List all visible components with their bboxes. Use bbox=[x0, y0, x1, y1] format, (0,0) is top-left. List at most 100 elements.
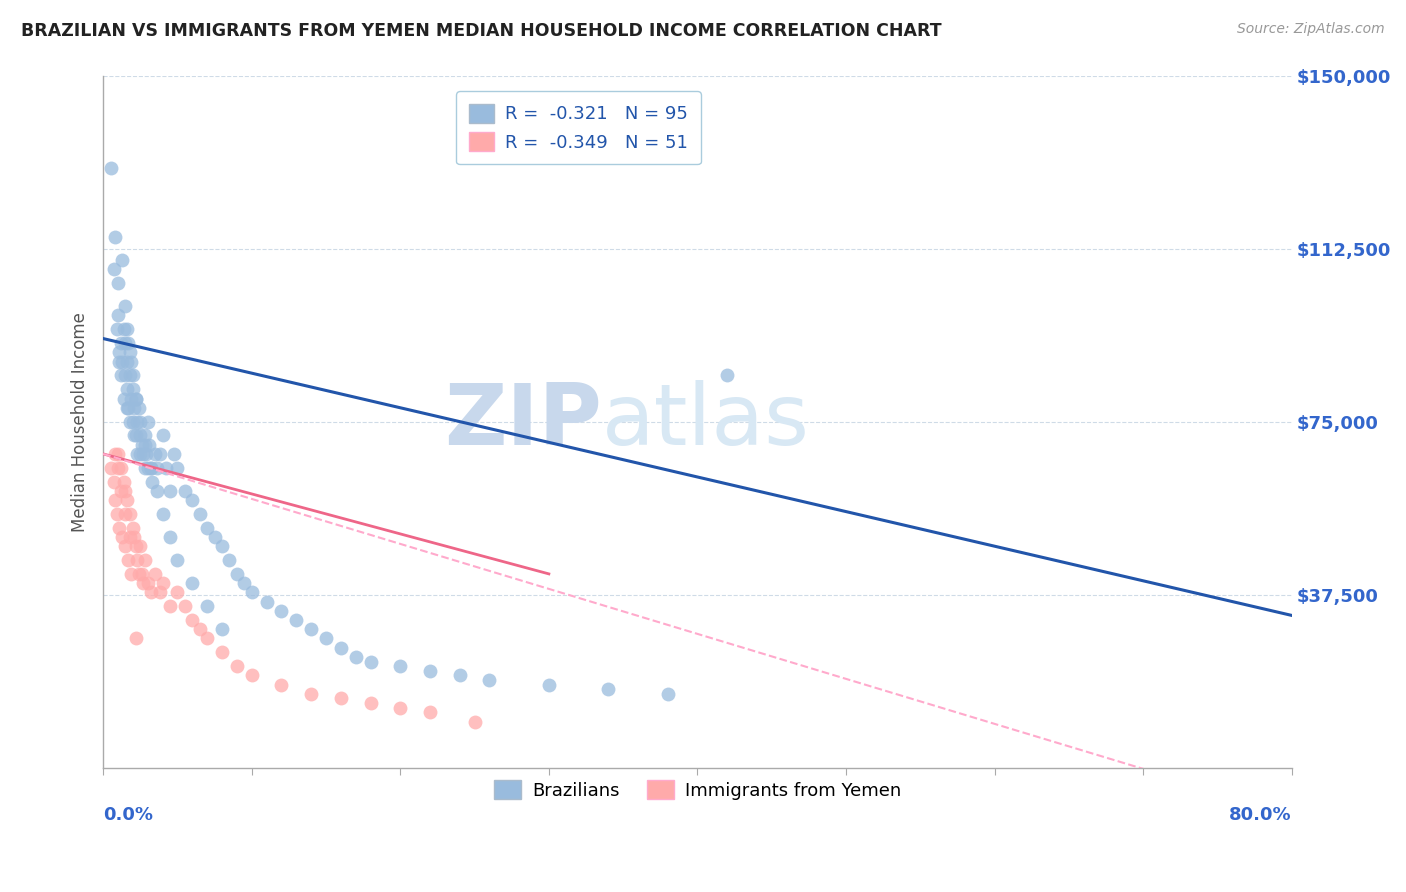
Point bbox=[114, 368, 136, 383]
Point bbox=[419, 706, 441, 720]
Point bbox=[181, 493, 204, 508]
Point bbox=[134, 460, 156, 475]
Text: 0.0%: 0.0% bbox=[103, 805, 153, 824]
Point bbox=[103, 475, 125, 489]
Point bbox=[104, 493, 127, 508]
Point bbox=[143, 447, 166, 461]
Point bbox=[211, 622, 233, 636]
Point bbox=[114, 299, 136, 313]
Point bbox=[124, 530, 146, 544]
Point bbox=[449, 668, 471, 682]
Legend: Brazilians, Immigrants from Yemen: Brazilians, Immigrants from Yemen bbox=[484, 770, 911, 811]
Text: Source: ZipAtlas.com: Source: ZipAtlas.com bbox=[1237, 22, 1385, 37]
Point bbox=[139, 460, 162, 475]
Point bbox=[117, 401, 139, 415]
Point bbox=[120, 566, 142, 581]
Point bbox=[145, 483, 167, 498]
Point bbox=[115, 354, 138, 368]
Point bbox=[120, 354, 142, 368]
Point bbox=[114, 483, 136, 498]
Point bbox=[107, 276, 129, 290]
Point bbox=[225, 566, 247, 581]
Point bbox=[233, 576, 256, 591]
Point bbox=[112, 322, 135, 336]
Point bbox=[115, 382, 138, 396]
Point bbox=[124, 401, 146, 415]
Point bbox=[108, 354, 131, 368]
Point bbox=[132, 447, 155, 461]
Point bbox=[115, 322, 138, 336]
Point bbox=[152, 576, 174, 591]
Point bbox=[114, 336, 136, 351]
Point bbox=[105, 322, 128, 336]
Point bbox=[188, 622, 211, 636]
Point bbox=[285, 613, 308, 627]
Point bbox=[159, 599, 181, 614]
Point bbox=[716, 368, 738, 383]
Text: atlas: atlas bbox=[602, 380, 810, 463]
Point bbox=[195, 599, 218, 614]
Point bbox=[108, 345, 131, 359]
Point bbox=[107, 460, 129, 475]
Point bbox=[121, 415, 143, 429]
Point bbox=[155, 460, 177, 475]
Point bbox=[159, 530, 181, 544]
Point bbox=[129, 447, 152, 461]
Point bbox=[110, 336, 132, 351]
Point bbox=[100, 460, 122, 475]
Point bbox=[173, 599, 195, 614]
Point bbox=[149, 447, 172, 461]
Point bbox=[108, 521, 131, 535]
Point bbox=[218, 553, 240, 567]
Point bbox=[110, 460, 132, 475]
Text: ZIP: ZIP bbox=[444, 380, 602, 463]
Point bbox=[299, 622, 322, 636]
Point bbox=[121, 382, 143, 396]
Point bbox=[166, 460, 188, 475]
Point bbox=[537, 678, 560, 692]
Point bbox=[127, 415, 149, 429]
Point bbox=[115, 401, 138, 415]
Point bbox=[118, 415, 141, 429]
Point bbox=[419, 664, 441, 678]
Point bbox=[139, 585, 162, 599]
Point bbox=[110, 368, 132, 383]
Point bbox=[163, 447, 186, 461]
Point bbox=[125, 392, 148, 406]
Point bbox=[118, 368, 141, 383]
Point bbox=[127, 553, 149, 567]
Point bbox=[270, 604, 292, 618]
Point bbox=[211, 539, 233, 553]
Point bbox=[138, 438, 160, 452]
Point bbox=[211, 645, 233, 659]
Point bbox=[129, 415, 152, 429]
Point bbox=[166, 553, 188, 567]
Point bbox=[134, 428, 156, 442]
Point bbox=[112, 475, 135, 489]
Point bbox=[111, 253, 134, 268]
Point bbox=[114, 507, 136, 521]
Point bbox=[139, 460, 162, 475]
Point bbox=[131, 438, 153, 452]
Point bbox=[360, 696, 382, 710]
Point bbox=[132, 576, 155, 591]
Point bbox=[136, 415, 159, 429]
Point bbox=[107, 447, 129, 461]
Point bbox=[141, 475, 163, 489]
Point bbox=[118, 507, 141, 521]
Point bbox=[104, 230, 127, 244]
Point bbox=[598, 682, 620, 697]
Point bbox=[360, 655, 382, 669]
Point bbox=[329, 691, 352, 706]
Point bbox=[125, 392, 148, 406]
Text: BRAZILIAN VS IMMIGRANTS FROM YEMEN MEDIAN HOUSEHOLD INCOME CORRELATION CHART: BRAZILIAN VS IMMIGRANTS FROM YEMEN MEDIA… bbox=[21, 22, 942, 40]
Point bbox=[136, 460, 159, 475]
Point bbox=[225, 659, 247, 673]
Point bbox=[118, 530, 141, 544]
Point bbox=[111, 530, 134, 544]
Point bbox=[100, 161, 122, 175]
Point bbox=[136, 576, 159, 591]
Text: 80.0%: 80.0% bbox=[1229, 805, 1292, 824]
Point bbox=[173, 483, 195, 498]
Point bbox=[181, 576, 204, 591]
